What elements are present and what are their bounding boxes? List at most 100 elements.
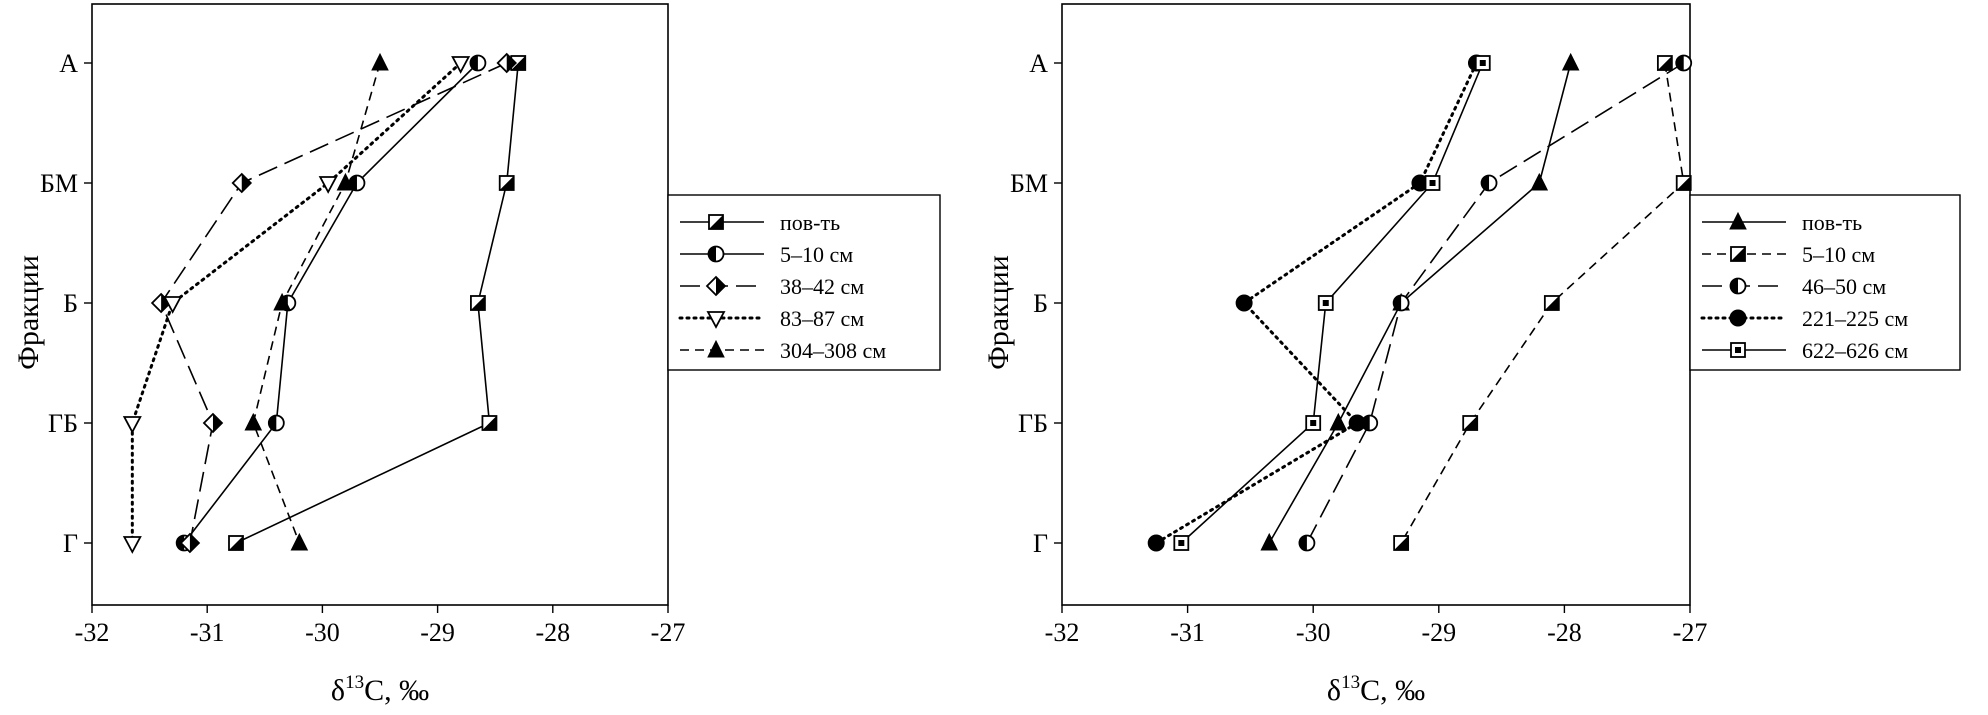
data-point	[1260, 532, 1279, 551]
legend: пов-ть 5–10 см 38–42 см 83–87 см 304–308 см	[667, 194, 941, 371]
series-5	[244, 52, 389, 551]
data-point	[122, 416, 142, 434]
x-tick-label: -27	[651, 618, 686, 647]
data-point-fill	[1463, 416, 1478, 430]
x-axis-title-sup: 13	[345, 672, 364, 693]
x-tick-label: -31	[190, 618, 225, 647]
data-point-fill	[1394, 296, 1402, 310]
legend-marker-fill	[709, 215, 723, 229]
data-point-fill	[1310, 420, 1317, 426]
y-tick-label: А	[1029, 49, 1048, 78]
legend-label: пов-ть	[780, 210, 840, 235]
y-tick-label: ГБ	[1018, 409, 1048, 438]
y-tick-label: БМ	[40, 169, 78, 198]
data-point-fill	[1676, 176, 1691, 190]
legend-label: 622–626 см	[1802, 338, 1908, 363]
data-point	[1147, 534, 1165, 552]
legend-marker-fill	[1731, 279, 1738, 293]
data-point-fill	[1429, 180, 1436, 186]
x-tick-label: -32	[1045, 618, 1080, 647]
legend-label: 38–42 см	[780, 274, 864, 299]
plot-frame	[91, 3, 669, 606]
series-4	[122, 56, 471, 554]
data-point-fill	[269, 416, 277, 430]
data-point-fill	[511, 56, 526, 70]
x-tick-label: -32	[75, 618, 110, 647]
y-tick-label: А	[59, 49, 78, 78]
data-point	[336, 172, 355, 191]
x-tick-label: -28	[1547, 618, 1582, 647]
data-point-fill	[161, 294, 171, 312]
legend-marker	[706, 311, 726, 329]
x-tick-label: -28	[535, 618, 570, 647]
x-tick-label: -30	[1296, 618, 1331, 647]
x-axis-title-part: δ	[331, 674, 345, 707]
x-tick-label: -30	[305, 618, 340, 647]
legend-label: 304–308 см	[780, 338, 886, 363]
data-point-fill	[1482, 176, 1490, 190]
x-tick-label: -27	[1673, 618, 1708, 647]
legend-marker	[1729, 309, 1747, 327]
x-axis-title-sup: 13	[1341, 672, 1360, 693]
series-line	[1400, 62, 1685, 544]
series-line	[1154, 61, 1478, 545]
data-point	[1561, 52, 1580, 71]
legend-marker-fill	[1731, 247, 1745, 261]
series-2	[175, 54, 487, 552]
y-tick-label: БМ	[1010, 169, 1048, 198]
series-line	[1306, 62, 1685, 544]
series-line	[183, 62, 479, 544]
data-point-fill	[470, 56, 478, 70]
legend-marker-fill	[709, 247, 716, 261]
plot-frame	[1061, 3, 1691, 606]
data-point-fill	[1676, 56, 1684, 70]
series-line	[252, 62, 381, 544]
y-tick-label: Б	[1033, 289, 1048, 318]
legend: пов-ть 5–10 см 46–50 см 221–225 см 622–626 с…	[1689, 194, 1961, 371]
series-3	[150, 52, 517, 554]
y-tick-label: Г	[1033, 529, 1048, 558]
data-point	[371, 52, 389, 71]
legend-marker	[1729, 211, 1747, 230]
data-point	[451, 56, 471, 74]
x-axis-title: δ13C, ‰	[331, 672, 429, 707]
data-point	[1329, 412, 1348, 431]
data-point	[290, 532, 309, 551]
data-point	[163, 296, 183, 314]
legend-label: 46–50 см	[1802, 274, 1886, 299]
data-point-fill	[1299, 536, 1307, 550]
data-point-fill	[241, 174, 251, 192]
series-line	[130, 61, 463, 545]
series-3	[1298, 54, 1693, 552]
series-line	[160, 62, 508, 544]
data-point	[1348, 414, 1366, 432]
y-tick-label: Г	[63, 529, 78, 558]
y-axis-title: Фракции	[12, 255, 45, 370]
series-5	[1173, 55, 1491, 551]
data-point-fill	[1178, 540, 1185, 546]
data-point-fill	[499, 176, 514, 190]
legend-marker-fill	[1735, 347, 1741, 353]
data-point	[273, 292, 291, 311]
legend-label: 221–225 см	[1802, 306, 1908, 331]
x-axis-title: δ13C, ‰	[1327, 672, 1425, 707]
x-axis-title-rest: C, ‰	[1360, 674, 1425, 707]
legend-label: 83–87 см	[780, 306, 864, 331]
data-point-fill	[229, 536, 243, 550]
legend-marker	[707, 339, 725, 358]
data-point-fill	[1479, 60, 1486, 66]
data-point	[122, 536, 142, 554]
series-4	[1147, 54, 1485, 552]
y-axis-title: Фракции	[982, 255, 1015, 370]
data-point	[1530, 172, 1549, 191]
series-1	[1260, 52, 1580, 551]
series-2	[1393, 55, 1692, 551]
data-point	[1235, 294, 1253, 312]
legend-label: 5–10 см	[780, 242, 853, 267]
data-point-fill	[482, 416, 497, 430]
data-point-fill	[1394, 536, 1409, 550]
x-axis-title-rest: C, ‰	[364, 674, 429, 707]
